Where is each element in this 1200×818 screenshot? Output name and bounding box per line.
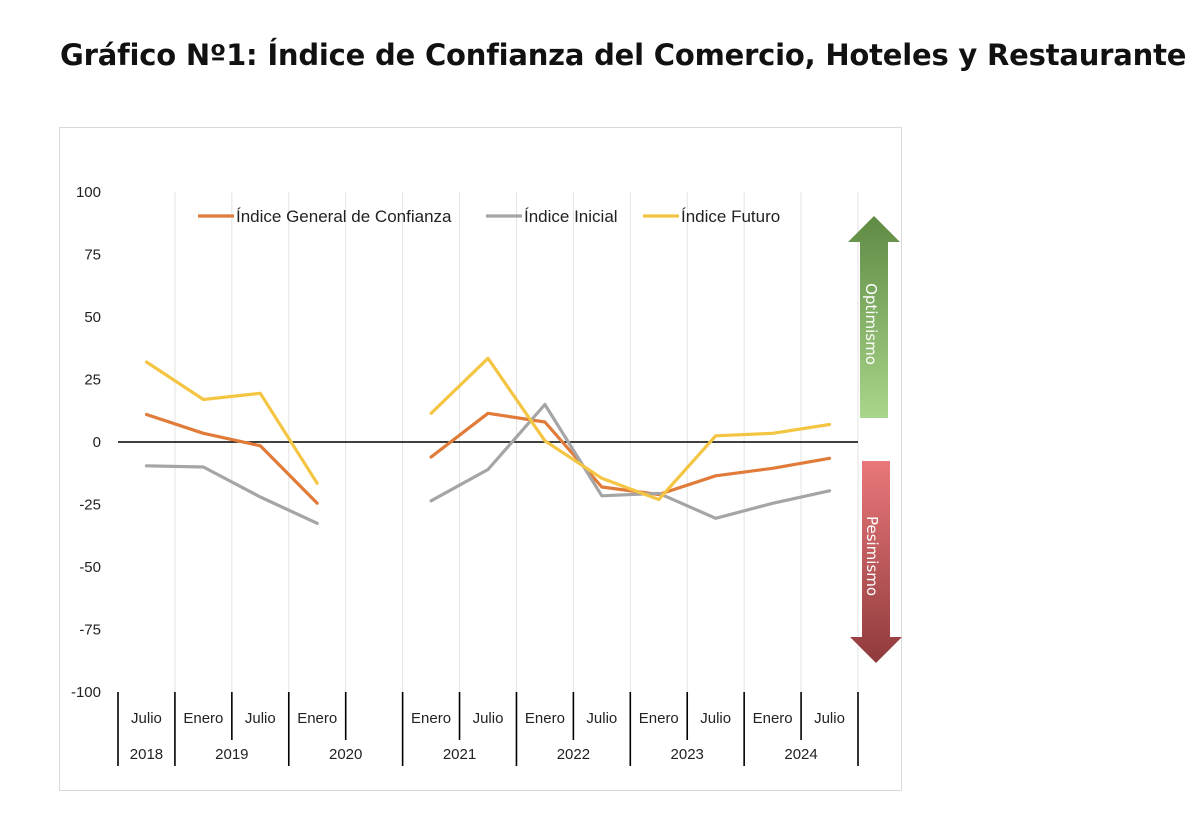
x-year-label: 2023 <box>671 746 704 763</box>
y-tick-label: -25 <box>79 497 101 514</box>
series-line <box>144 402 832 525</box>
x-period-label: Julio <box>473 710 504 727</box>
x-period-label: Enero <box>525 710 565 727</box>
pessimism-arrow-shape <box>850 461 902 663</box>
y-tick-label: 100 <box>76 184 101 201</box>
y-axis: 100 75 50 25 0 -25 -50 -75 -100 <box>71 184 858 701</box>
optimism-label: Optimismo <box>862 283 880 365</box>
y-tick-label: -50 <box>79 559 101 576</box>
optimism-arrow-shape <box>848 216 900 418</box>
x-period-label: Enero <box>411 710 451 727</box>
x-period-label: Julio <box>814 710 845 727</box>
x-year-label: 2024 <box>784 746 817 763</box>
x-year-label: 2020 <box>329 746 362 763</box>
y-tick-label: -75 <box>79 622 101 639</box>
optimism-arrow: Optimismo <box>848 216 900 418</box>
legend-label: Índice Inicial <box>524 207 618 226</box>
y-tick-label: 25 <box>84 372 101 389</box>
legend-label: Índice General de Confianza <box>236 207 452 226</box>
pessimism-arrow: Pesimismo <box>850 461 902 663</box>
legend-label: Índice Futuro <box>681 207 780 226</box>
x-period-label: Enero <box>297 710 337 727</box>
series-line <box>144 411 832 505</box>
x-year-label: 2021 <box>443 746 476 763</box>
x-year-label: 2019 <box>215 746 248 763</box>
x-axis: Julio Enero Julio Enero Enero Julio Enero Julio… <box>117 692 859 766</box>
x-year-label: 2022 <box>557 746 590 763</box>
pessimism-label: Pesimismo <box>863 516 881 596</box>
x-period-label: Julio <box>700 710 731 727</box>
y-tick-label: -100 <box>71 684 101 701</box>
series-line <box>144 356 832 502</box>
x-period-label: Enero <box>183 710 223 727</box>
chart-frame <box>59 127 902 791</box>
x-period-label: Julio <box>245 710 276 727</box>
legend: Índice General de Confianza Índice Inicia… <box>198 207 780 226</box>
x-year-label: 2018 <box>130 746 163 763</box>
y-tick-label: 0 <box>93 434 101 451</box>
x-period-label: Julio <box>131 710 162 727</box>
page-title: Gráfico Nº1: Índice de Confianza del Com… <box>60 38 1187 72</box>
y-tick-label: 50 <box>84 309 101 326</box>
y-tick-label: 75 <box>84 247 101 264</box>
x-period-label: Enero <box>639 710 679 727</box>
series-lines <box>144 356 832 525</box>
x-period-label: Julio <box>586 710 617 727</box>
x-period-label: Enero <box>753 710 793 727</box>
